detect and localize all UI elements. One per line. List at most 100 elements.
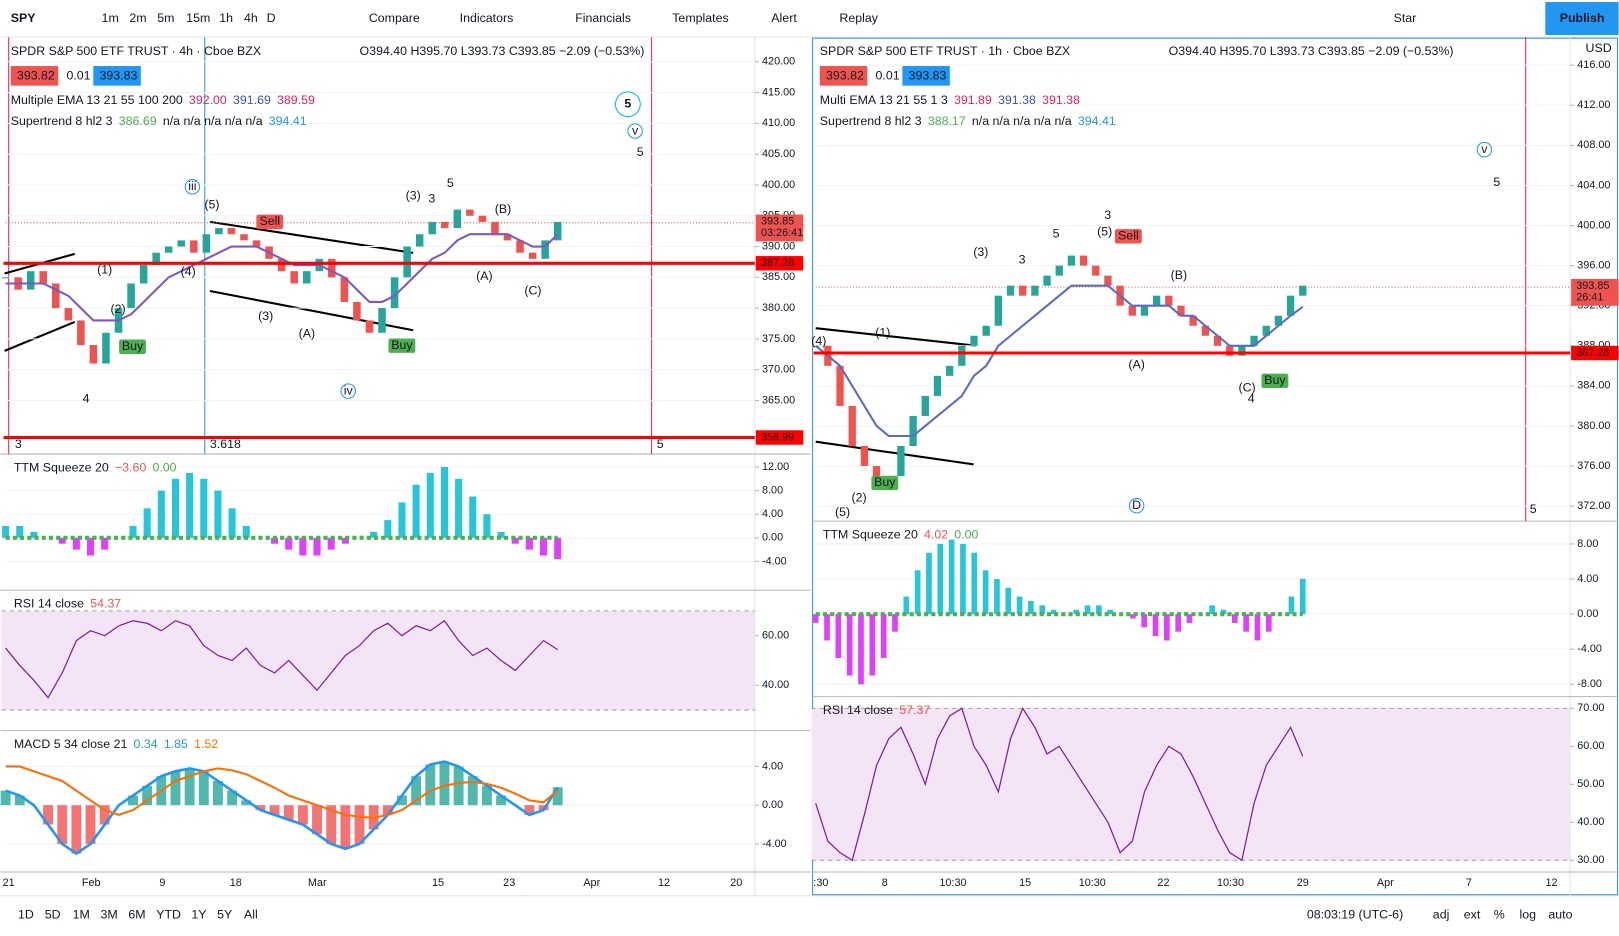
legend-value: 392.00 [189, 93, 227, 107]
interval-button[interactable]: 15m [186, 11, 210, 25]
x-tick-label: :30 [813, 877, 828, 889]
candle [528, 252, 537, 259]
histogram-bar [469, 496, 477, 538]
legend-value: 391.89 [954, 93, 992, 107]
histogram-bar [341, 537, 349, 544]
histogram-bar [271, 537, 279, 544]
macd-histogram [297, 805, 308, 825]
sell-label-bg [1114, 229, 1142, 244]
bid: 393.82 [826, 69, 864, 83]
histogram-bar [835, 614, 842, 658]
legend: TTM Squeeze 20 4.02 0.00 [823, 528, 979, 542]
interval-button[interactable]: 5m [157, 11, 174, 25]
wave-label: (5) [204, 198, 219, 212]
histogram-bar [1107, 609, 1114, 615]
x-tick-label: 23 [503, 877, 515, 889]
toolbar-button[interactable]: Replay [839, 11, 878, 25]
scale-option[interactable]: log [1519, 908, 1536, 922]
histogram-bar [1164, 614, 1170, 641]
legend-value: 1.85 [164, 737, 188, 751]
legend-name: TTM Squeeze 20 [823, 528, 918, 542]
wave-label: (1) [97, 263, 112, 277]
candle [139, 265, 148, 284]
range-button[interactable]: 3M [101, 908, 118, 922]
y-tick-label: -4.00 [1577, 643, 1602, 655]
y-tick-label: 370.00 [762, 364, 795, 376]
range-button[interactable]: 5D [45, 908, 61, 922]
legend-value: 0.00 [152, 461, 176, 475]
countdown: 03:26:41 [761, 227, 803, 239]
range-button[interactable]: All [244, 908, 258, 922]
range-button[interactable]: 1D [18, 908, 34, 922]
candle [945, 365, 954, 376]
legend-value: 388.17 [928, 114, 966, 128]
chart-title: SPDR S&P 500 ETF TRUST · 4h · Cboe BZX [11, 44, 261, 58]
histogram-bar [869, 614, 876, 676]
toolbar-button[interactable]: Alert [771, 11, 797, 25]
histogram-bar [926, 552, 932, 615]
macd-histogram [57, 805, 68, 844]
macd-histogram [411, 776, 422, 806]
macd-histogram [269, 805, 280, 815]
interval-button[interactable]: 2m [129, 11, 146, 25]
scale-option[interactable]: auto [1548, 908, 1572, 922]
legend-value: −3.60 [115, 461, 146, 475]
candle [1274, 315, 1283, 326]
x-tick-label: 12 [1545, 877, 1557, 889]
interval-button[interactable]: 4h [244, 11, 258, 25]
y-tick-label: 384.00 [1577, 380, 1610, 392]
interval-button[interactable]: 1m [102, 11, 119, 25]
macd-histogram [340, 805, 351, 849]
y-tick-label: 420.00 [762, 56, 795, 68]
active-chart-border [812, 37, 1619, 896]
macd-histogram [552, 787, 563, 806]
publish-button[interactable] [1545, 2, 1619, 36]
histogram-bar [1141, 614, 1148, 628]
publish-label[interactable]: Publish [1560, 11, 1605, 25]
histogram-bar [285, 537, 293, 550]
range-button[interactable]: YTD [156, 908, 181, 922]
toolbar-button[interactable]: Indicators [460, 11, 514, 25]
ohlc: O394.40 H395.70 L393.73 C393.85 −2.09 (−… [360, 44, 645, 58]
wave-label: (2) [851, 491, 866, 505]
candle [970, 335, 978, 346]
interval-button[interactable]: 1h [219, 11, 233, 25]
scale-option[interactable]: % [1494, 908, 1505, 922]
y-tick-label: 376.00 [1577, 460, 1610, 472]
x-tick-label: 10:30 [939, 877, 966, 889]
toolbar-button[interactable]: Compare [369, 11, 420, 25]
y-tick-label: 410.00 [762, 117, 795, 129]
interval-button[interactable]: D [267, 11, 276, 25]
toolbar-button[interactable]: Templates [672, 11, 728, 25]
range-button[interactable]: 5Y [217, 908, 232, 922]
wave-label: 5 [624, 96, 631, 110]
legend-value: 386.69 [119, 114, 157, 128]
toolbar-button[interactable]: Financials [575, 11, 631, 25]
y-tick-label: 4.00 [762, 508, 783, 520]
candle [152, 252, 160, 266]
wave-label: (B) [495, 202, 511, 216]
macd-histogram [312, 805, 322, 835]
range-button[interactable]: 1M [73, 908, 90, 922]
y-tick-label: 40.00 [762, 679, 789, 691]
histogram-bar [540, 537, 548, 556]
layout-name[interactable]: Star [1394, 11, 1417, 25]
histogram-bar [1028, 600, 1034, 615]
y-tick-label: 70.00 [1577, 702, 1604, 714]
y-tick-label: 365.00 [762, 394, 795, 406]
spread: 0.01 [876, 69, 900, 83]
wave-label: v [632, 123, 639, 137]
histogram-bar [186, 472, 194, 538]
candle [982, 325, 990, 336]
legend-value: 394.41 [1078, 114, 1116, 128]
histogram-bar [511, 537, 519, 544]
histogram-bar [858, 614, 864, 685]
histogram-bar [994, 579, 1000, 615]
legend: Multiple EMA 13 21 55 100 200 392.00 391.6… [11, 93, 315, 107]
scale-option[interactable]: adj [1433, 908, 1450, 922]
scale-option[interactable]: ext [1464, 908, 1481, 922]
wave-label: (3) [258, 309, 273, 323]
range-button[interactable]: 6M [128, 908, 145, 922]
histogram-bar [313, 537, 321, 556]
range-button[interactable]: 1Y [191, 908, 206, 922]
